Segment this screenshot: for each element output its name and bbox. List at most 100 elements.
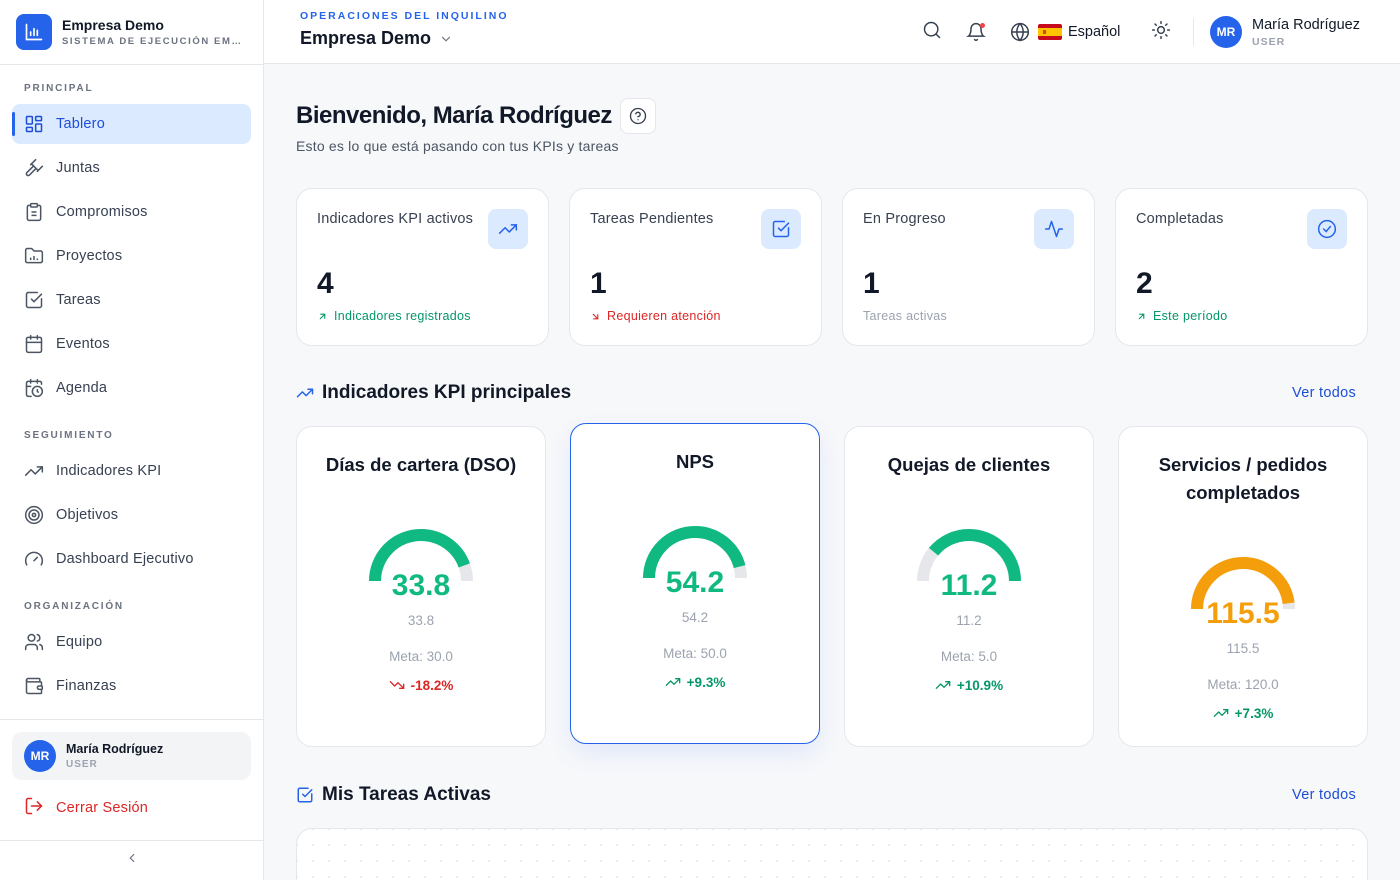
sidebar-item-equipo[interactable]: Equipo bbox=[12, 622, 251, 662]
check-circle-icon bbox=[1307, 209, 1347, 249]
header-user-menu[interactable]: MR María Rodríguez USER bbox=[1210, 16, 1360, 48]
stat-title: En Progreso bbox=[863, 211, 946, 227]
stat-note-text: Tareas activas bbox=[863, 309, 948, 323]
brand-name: Empresa Demo bbox=[62, 17, 164, 33]
trending-up-icon bbox=[665, 674, 681, 690]
tenant-selector[interactable]: Empresa Demo bbox=[300, 28, 453, 49]
arrow-up-right-icon bbox=[1136, 311, 1147, 322]
bar-chart-icon bbox=[16, 14, 52, 50]
sidebar-item-label: Objetivos bbox=[56, 507, 119, 523]
kpi-card-complaints[interactable]: Quejas de clientes 11.2 11.2 Meta: 5.0 +… bbox=[844, 426, 1094, 747]
sidebar-item-eventos[interactable]: Eventos bbox=[12, 324, 251, 364]
stat-card-kpis[interactable]: Indicadores KPI activos 4 Indicadores re… bbox=[296, 188, 549, 346]
tasks-section-title: Mis Tareas Activas bbox=[296, 784, 491, 806]
sidebar-item-label: Agenda bbox=[56, 380, 108, 396]
activity-icon bbox=[1034, 209, 1074, 249]
sidebar-item-tareas[interactable]: Tareas bbox=[12, 280, 251, 320]
kpi-subvalue: 54.2 bbox=[681, 610, 709, 625]
kpi-subvalue: 115.5 bbox=[1226, 641, 1260, 656]
arrow-down-right-icon bbox=[590, 311, 601, 322]
arrow-up-right-icon bbox=[317, 311, 328, 322]
clipboard-icon bbox=[24, 202, 44, 222]
stat-card-in-progress[interactable]: En Progreso 1 Tareas activas bbox=[842, 188, 1095, 346]
tenant-label: OPERACIONES DEL INQUILINO bbox=[300, 10, 509, 22]
section-title: Mis Tareas Activas bbox=[322, 784, 491, 805]
stat-note-text: Indicadores registrados bbox=[334, 309, 471, 323]
trending-up-icon bbox=[488, 209, 528, 249]
stat-card-completed[interactable]: Completadas 2 Este período bbox=[1115, 188, 1368, 346]
sidebar-item-label: Finanzas bbox=[56, 678, 117, 694]
page-subtitle: Esto es lo que está pasando con tus KPIs… bbox=[296, 138, 619, 154]
trending-up-icon bbox=[935, 677, 951, 693]
kpi-delta: +10.9% bbox=[845, 677, 1093, 693]
kpi-title: Servicios / pedidos completados bbox=[1158, 454, 1328, 503]
tasks-see-all-link[interactable]: Ver todos bbox=[1292, 787, 1356, 803]
help-button[interactable] bbox=[619, 98, 656, 134]
kpi-gauge bbox=[643, 526, 747, 579]
stat-value: 1 bbox=[590, 267, 607, 300]
sidebar-divider bbox=[0, 719, 263, 720]
collapse-sidebar-button[interactable] bbox=[0, 840, 263, 880]
kpi-delta: +7.3% bbox=[1119, 705, 1367, 721]
stat-note-text: Requieren atención bbox=[607, 309, 721, 323]
kpi-value: 11.2 bbox=[940, 569, 998, 602]
sidebar-item-indicadores-kpi[interactable]: Indicadores KPI bbox=[12, 451, 251, 491]
kpi-delta: -18.2% bbox=[297, 677, 545, 693]
kpi-delta: +9.3% bbox=[571, 674, 819, 690]
checkbox-icon bbox=[24, 290, 44, 310]
sidebar-item-label: Indicadores KPI bbox=[56, 463, 162, 479]
gauge-icon bbox=[24, 549, 44, 569]
welcome-row: Bienvenido, María Rodríguez bbox=[296, 98, 656, 134]
tenant-name: Empresa Demo bbox=[300, 28, 432, 48]
notifications-button[interactable] bbox=[964, 20, 988, 44]
theme-toggle-button[interactable] bbox=[1149, 20, 1173, 44]
kpi-title: NPS bbox=[675, 451, 715, 472]
sidebar-user-card[interactable]: MR María Rodríguez USER bbox=[12, 732, 251, 780]
sidebar-item-juntas[interactable]: Juntas bbox=[12, 148, 251, 188]
kpi-value: 54.2 bbox=[665, 566, 725, 599]
kpi-target: Meta: 5.0 bbox=[940, 649, 998, 664]
kpi-card-nps[interactable]: NPS 54.2 54.2 Meta: 50.0 +9.3% bbox=[570, 423, 820, 744]
search-button[interactable] bbox=[920, 20, 944, 44]
sidebar-item-label: Eventos bbox=[56, 336, 110, 352]
checkbox-icon bbox=[761, 209, 801, 249]
stat-title: Tareas Pendientes bbox=[590, 211, 714, 227]
stat-title: Indicadores KPI activos bbox=[317, 211, 474, 227]
sidebar-item-agenda[interactable]: Agenda bbox=[12, 368, 251, 408]
kpi-see-all-link[interactable]: Ver todos bbox=[1292, 385, 1356, 401]
sidebar-item-tablero[interactable]: Tablero bbox=[12, 104, 251, 144]
sidebar-item-proyectos[interactable]: Proyectos bbox=[12, 236, 251, 276]
sidebar-item-objetivos[interactable]: Objetivos bbox=[12, 495, 251, 535]
language-selector[interactable]: Español bbox=[1010, 20, 1120, 44]
kpi-card-services[interactable]: Servicios / pedidos completados 115.5 11… bbox=[1118, 426, 1368, 747]
calendar-icon bbox=[24, 334, 44, 354]
stat-value: 2 bbox=[1136, 267, 1153, 300]
sidebar-item-finanzas[interactable]: Finanzas bbox=[12, 666, 251, 706]
stat-card-pending[interactable]: Tareas Pendientes 1 Requieren atención bbox=[569, 188, 822, 346]
search-icon bbox=[922, 20, 942, 45]
stat-note-text: Este período bbox=[1153, 309, 1228, 323]
sidebar-item-compromisos[interactable]: Compromisos bbox=[12, 192, 251, 232]
top-header: OPERACIONES DEL INQUILINO Empresa Demo E… bbox=[264, 0, 1400, 64]
kpi-target: Meta: 50.0 bbox=[663, 646, 727, 661]
avatar: MR bbox=[24, 740, 56, 772]
sidebar-item-dashboard-ejecutivo[interactable]: Dashboard Ejecutivo bbox=[12, 539, 251, 579]
stat-note: Requieren atención bbox=[590, 309, 721, 323]
spain-flag-icon bbox=[1038, 24, 1062, 40]
brand[interactable]: Empresa Demo SISTEMA DE EJECUCIÓN EMPRES… bbox=[0, 0, 263, 65]
kpi-target: Meta: 30.0 bbox=[389, 649, 453, 664]
kpi-card-dso[interactable]: Días de cartera (DSO) 33.8 33.8 Meta: 30… bbox=[296, 426, 546, 747]
sun-icon bbox=[1151, 20, 1171, 45]
trending-up-icon bbox=[1213, 705, 1229, 721]
logout-button[interactable]: Cerrar Sesión bbox=[12, 788, 148, 828]
kpi-delta-text: +7.3% bbox=[1234, 705, 1274, 721]
kpi-gauge bbox=[917, 529, 1021, 582]
users-icon bbox=[24, 632, 44, 652]
kpi-title: Días de cartera (DSO) bbox=[325, 454, 517, 475]
kpi-delta-text: +9.3% bbox=[686, 674, 726, 690]
kpi-delta-text: +10.9% bbox=[956, 677, 1004, 693]
sidebar-user-role: USER bbox=[66, 759, 98, 770]
tasks-panel bbox=[296, 828, 1368, 880]
sidebar-item-label: Compromisos bbox=[56, 204, 148, 220]
kpi-value: 33.8 bbox=[391, 569, 451, 602]
